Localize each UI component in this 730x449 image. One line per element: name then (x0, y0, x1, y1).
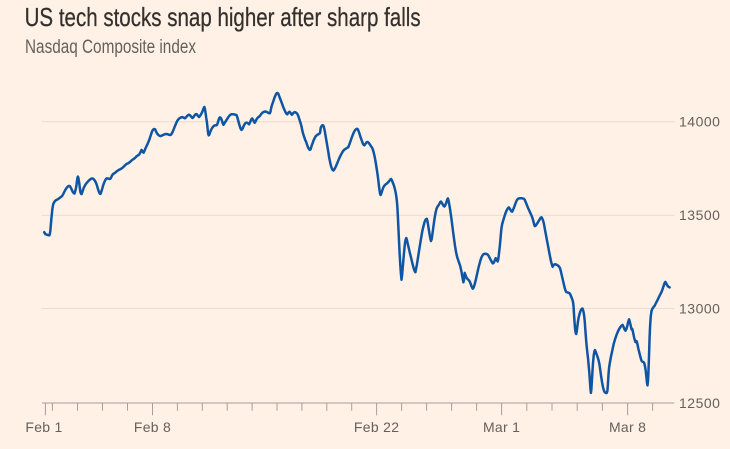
svg-text:US tech stocks snap higher aft: US tech stocks snap higher after sharp f… (25, 2, 421, 32)
svg-text:Nasdaq Composite index: Nasdaq Composite index (25, 37, 196, 58)
svg-text:Feb 22: Feb 22 (354, 419, 399, 435)
svg-text:13000: 13000 (679, 300, 720, 316)
svg-text:14000: 14000 (679, 114, 720, 130)
svg-text:Feb 1: Feb 1 (25, 419, 62, 435)
svg-text:12500: 12500 (679, 395, 720, 411)
svg-text:Mar 8: Mar 8 (609, 419, 646, 435)
svg-text:Mar 1: Mar 1 (483, 419, 520, 435)
svg-text:13500: 13500 (679, 207, 720, 223)
svg-text:Feb 8: Feb 8 (134, 419, 171, 435)
